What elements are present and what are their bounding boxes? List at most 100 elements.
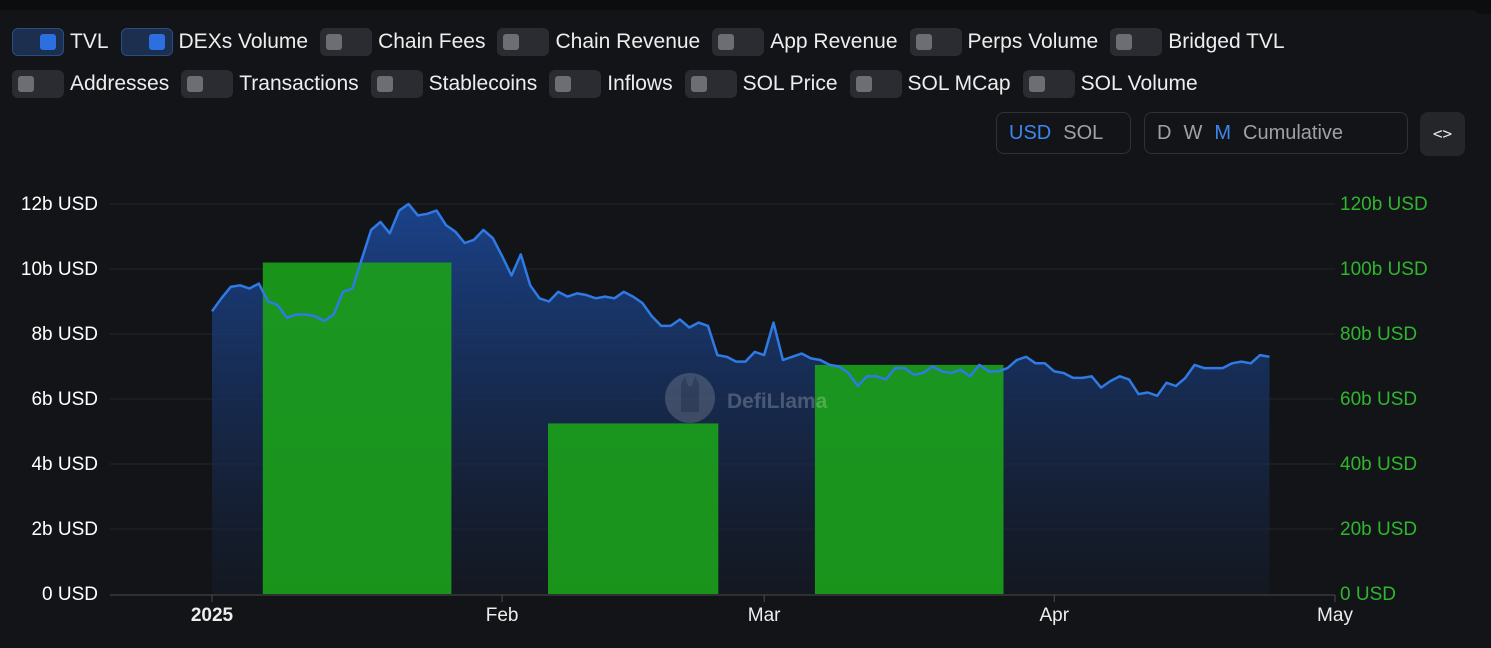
toggle-label: Addresses (70, 72, 170, 95)
toggle-label: Bridged TVL (1168, 30, 1285, 53)
toggle-switch[interactable] (549, 70, 602, 98)
period-option-m[interactable]: M (1214, 121, 1232, 144)
top-strip (0, 0, 1491, 14)
toggle-switch[interactable] (12, 28, 64, 56)
toggle-app-revenue[interactable]: App Revenue (712, 28, 898, 56)
toggle-switch[interactable] (849, 70, 902, 98)
toggle-switch[interactable] (1110, 28, 1163, 56)
metric-toggle-row-2: Addresses Transactions Stablecoins Inflows S… (12, 70, 1210, 98)
toggle-label: Perps Volume (967, 30, 1099, 53)
toggle-inflows[interactable]: Inflows (549, 70, 673, 98)
toggle-label: TVL (70, 30, 109, 53)
currency-switch: USD SOL (996, 112, 1131, 154)
toggle-stablecoins[interactable]: Stablecoins (370, 70, 538, 98)
metric-toggle-row-1: TVL DEXs Volume Chain Fees Chain Revenue App… (12, 28, 1297, 56)
toggle-switch[interactable] (684, 70, 737, 98)
x-tick-label: Feb (486, 605, 519, 626)
y-right-tick-label: 0 USD (1340, 584, 1396, 605)
toggle-label: DEXs Volume (178, 30, 309, 53)
x-tick-label: Apr (1039, 605, 1069, 626)
toggle-sol-mcap[interactable]: SOL MCap (849, 70, 1011, 98)
period-option-w[interactable]: W (1183, 121, 1203, 144)
toggle-switch[interactable] (181, 70, 234, 98)
toggle-switch[interactable] (12, 70, 64, 98)
toggle-label: Stablecoins (428, 72, 538, 95)
toggle-label: Chain Fees (378, 30, 486, 53)
dex-volume-bar[interactable] (262, 262, 452, 595)
toggle-knob (376, 76, 393, 92)
toggle-label: SOL MCap (907, 72, 1011, 95)
dex-volume-bar-layer (262, 262, 1004, 595)
toggle-perps-volume[interactable]: Perps Volume (909, 28, 1099, 56)
toggle-knob (503, 34, 520, 50)
period-option-d[interactable]: D (1157, 121, 1172, 144)
toggle-label: SOL Price (742, 72, 838, 95)
toggle-knob (1028, 76, 1045, 92)
y-left-tick-label: 2b USD (31, 519, 98, 540)
code-icon[interactable]: <> (1420, 112, 1465, 156)
toggle-chain-fees[interactable]: Chain Fees (320, 28, 485, 56)
toggle-knob (915, 34, 932, 50)
toggle-label: Inflows (607, 72, 673, 95)
toggle-transactions[interactable]: Transactions (181, 70, 359, 98)
toggle-knob (1116, 34, 1133, 50)
toggle-knob (718, 34, 735, 50)
y-left-tick-label: 6b USD (31, 389, 98, 410)
y-left-tick-label: 10b USD (21, 259, 98, 280)
tvl-area (212, 204, 1270, 594)
toggle-switch[interactable] (712, 28, 765, 56)
y-right-tick-label: 40b USD (1340, 454, 1417, 475)
y-right-tick-label: 60b USD (1340, 389, 1417, 410)
y-right-tick-label: 100b USD (1340, 259, 1428, 280)
y-left-tick-label: 8b USD (31, 324, 98, 345)
toggle-knob (326, 34, 343, 50)
toggle-knob (40, 34, 56, 50)
axes: 0 USD 0 USD 2b USD 20b USD 4b USD 40b USD 6b U… (21, 194, 1428, 626)
toggle-label: Transactions (239, 72, 359, 95)
dex-volume-bar[interactable] (814, 364, 1004, 594)
toggle-switch[interactable] (497, 28, 550, 56)
toggle-label: Chain Revenue (555, 30, 701, 53)
watermark-text: DefiLlama (727, 390, 828, 413)
x-tick-label: Mar (748, 605, 781, 626)
y-left-tick-label: 0 USD (42, 584, 98, 605)
toggle-knob (187, 76, 204, 92)
period-option-cumulative[interactable]: Cumulative (1243, 121, 1344, 144)
toggle-switch[interactable] (320, 28, 373, 56)
toggle-label: App Revenue (770, 30, 898, 53)
toggle-knob (18, 76, 34, 92)
toggle-chain-revenue[interactable]: Chain Revenue (497, 28, 700, 56)
tvl-line (210, 202, 1270, 398)
toggle-knob (690, 76, 707, 92)
tvl-line-layer (210, 202, 1270, 398)
toggle-sol-price[interactable]: SOL Price (684, 70, 838, 98)
toggle-dexs-volume[interactable]: DEXs Volume (120, 28, 309, 56)
toggle-switch[interactable] (120, 28, 173, 56)
toggle-bridged-tvl[interactable]: Bridged TVL (1110, 28, 1285, 56)
toggle-tvl[interactable]: TVL (12, 28, 109, 56)
toggle-switch[interactable] (909, 28, 962, 56)
tvl-area-layer (212, 204, 1270, 594)
watermark: DefiLlama (665, 373, 828, 423)
toggle-sol-volume[interactable]: SOL Volume (1022, 70, 1198, 98)
y-right-tick-label: 80b USD (1340, 324, 1417, 345)
toggle-switch[interactable] (1022, 70, 1075, 98)
currency-option-sol[interactable]: SOL (1063, 121, 1104, 144)
currency-option-usd[interactable]: USD (1009, 121, 1052, 144)
llama-logo-icon (665, 373, 715, 423)
x-tick-label: May (1317, 605, 1353, 626)
y-right-tick-label: 120b USD (1340, 194, 1428, 215)
toggle-addresses[interactable]: Addresses (12, 70, 169, 98)
toggle-label: SOL Volume (1080, 72, 1198, 95)
toggle-knob (555, 76, 572, 92)
toggle-knob (148, 34, 165, 50)
y-left-tick-label: 4b USD (31, 454, 98, 475)
y-left-tick-label: 12b USD (21, 194, 98, 215)
llama-head-icon (681, 376, 699, 412)
dex-volume-bar[interactable] (548, 423, 719, 594)
y-right-tick-label: 20b USD (1340, 519, 1417, 540)
toggle-switch[interactable] (370, 70, 423, 98)
toggle-knob (855, 76, 872, 92)
period-switch: D W M Cumulative (1144, 112, 1408, 154)
